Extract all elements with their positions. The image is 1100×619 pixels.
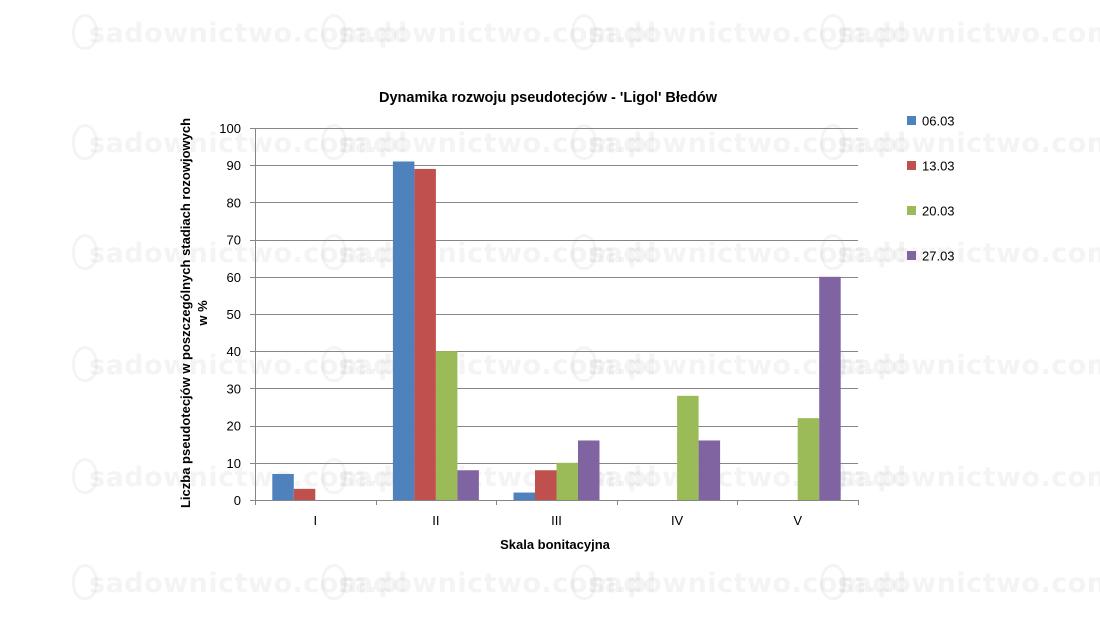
bar-27.03-IV: [698, 440, 721, 500]
bar-27.03-V: [819, 276, 841, 500]
bar-27.03-III: [578, 440, 600, 500]
bar-13.03-II: [414, 168, 436, 501]
y-tick-label: 70: [227, 233, 241, 248]
bar-27.03-II: [457, 470, 479, 500]
y-tick-label: 30: [227, 381, 241, 396]
bar-20.03-II: [435, 351, 458, 500]
y-tick-label: 40: [227, 344, 241, 359]
chart-title: Dynamika rozwoju pseudotecjów - 'Ligol' …: [379, 90, 718, 106]
bar-20.03-V: [797, 418, 820, 500]
bar-06.03-III: [513, 492, 535, 500]
bar-20.03-III: [556, 462, 578, 500]
y-tick-label: 10: [227, 456, 241, 471]
legend-swatch: [907, 161, 916, 170]
x-axis-title: Skala bonitacyjna: [500, 537, 611, 552]
x-tick-label: II: [432, 513, 439, 528]
y-tick-label: 60: [227, 270, 241, 285]
y-tick-label: 0: [234, 493, 241, 508]
y-tick-label: 50: [227, 307, 241, 322]
bar-13.03-I: [293, 488, 316, 500]
legend-swatch: [907, 206, 916, 215]
x-tick-label: III: [551, 513, 562, 528]
bar-06.03-II: [392, 161, 415, 501]
y-axis-title-line-2: w %: [195, 300, 210, 327]
y-tick-label: 100: [219, 121, 241, 136]
y-tick-label: 80: [227, 195, 241, 210]
y-tick-label: 20: [227, 419, 241, 434]
x-tick-label: IV: [671, 513, 684, 528]
bar-06.03-I: [272, 473, 294, 500]
legend-label: 13.03: [922, 159, 955, 174]
gridlines: [255, 128, 858, 464]
bars: [272, 161, 841, 501]
legend-swatch: [907, 116, 916, 125]
bar-13.03-III: [535, 470, 557, 500]
x-axis-ticks: I II III IV V: [255, 500, 859, 528]
x-tick-label: I: [313, 513, 317, 528]
legend: 06.03 13.03 20.03 27.03: [907, 114, 955, 264]
y-tick-label: 90: [227, 158, 241, 173]
legend-swatch: [907, 251, 916, 260]
y-axis-title-line-1: Liczba pseudotecjów w poszczególnych sta…: [178, 118, 193, 508]
legend-label: 20.03: [922, 204, 955, 219]
legend-label: 27.03: [922, 249, 955, 264]
x-tick-label: V: [793, 513, 802, 528]
y-axis-title: Liczba pseudotecjów w poszczególnych sta…: [178, 118, 210, 508]
legend-label: 06.03: [922, 114, 955, 129]
y-axis-ticks: 0 10 20 30 40 50 60 70 80 90 100: [219, 121, 255, 508]
axes: [255, 128, 858, 501]
bar-20.03-IV: [677, 395, 699, 500]
